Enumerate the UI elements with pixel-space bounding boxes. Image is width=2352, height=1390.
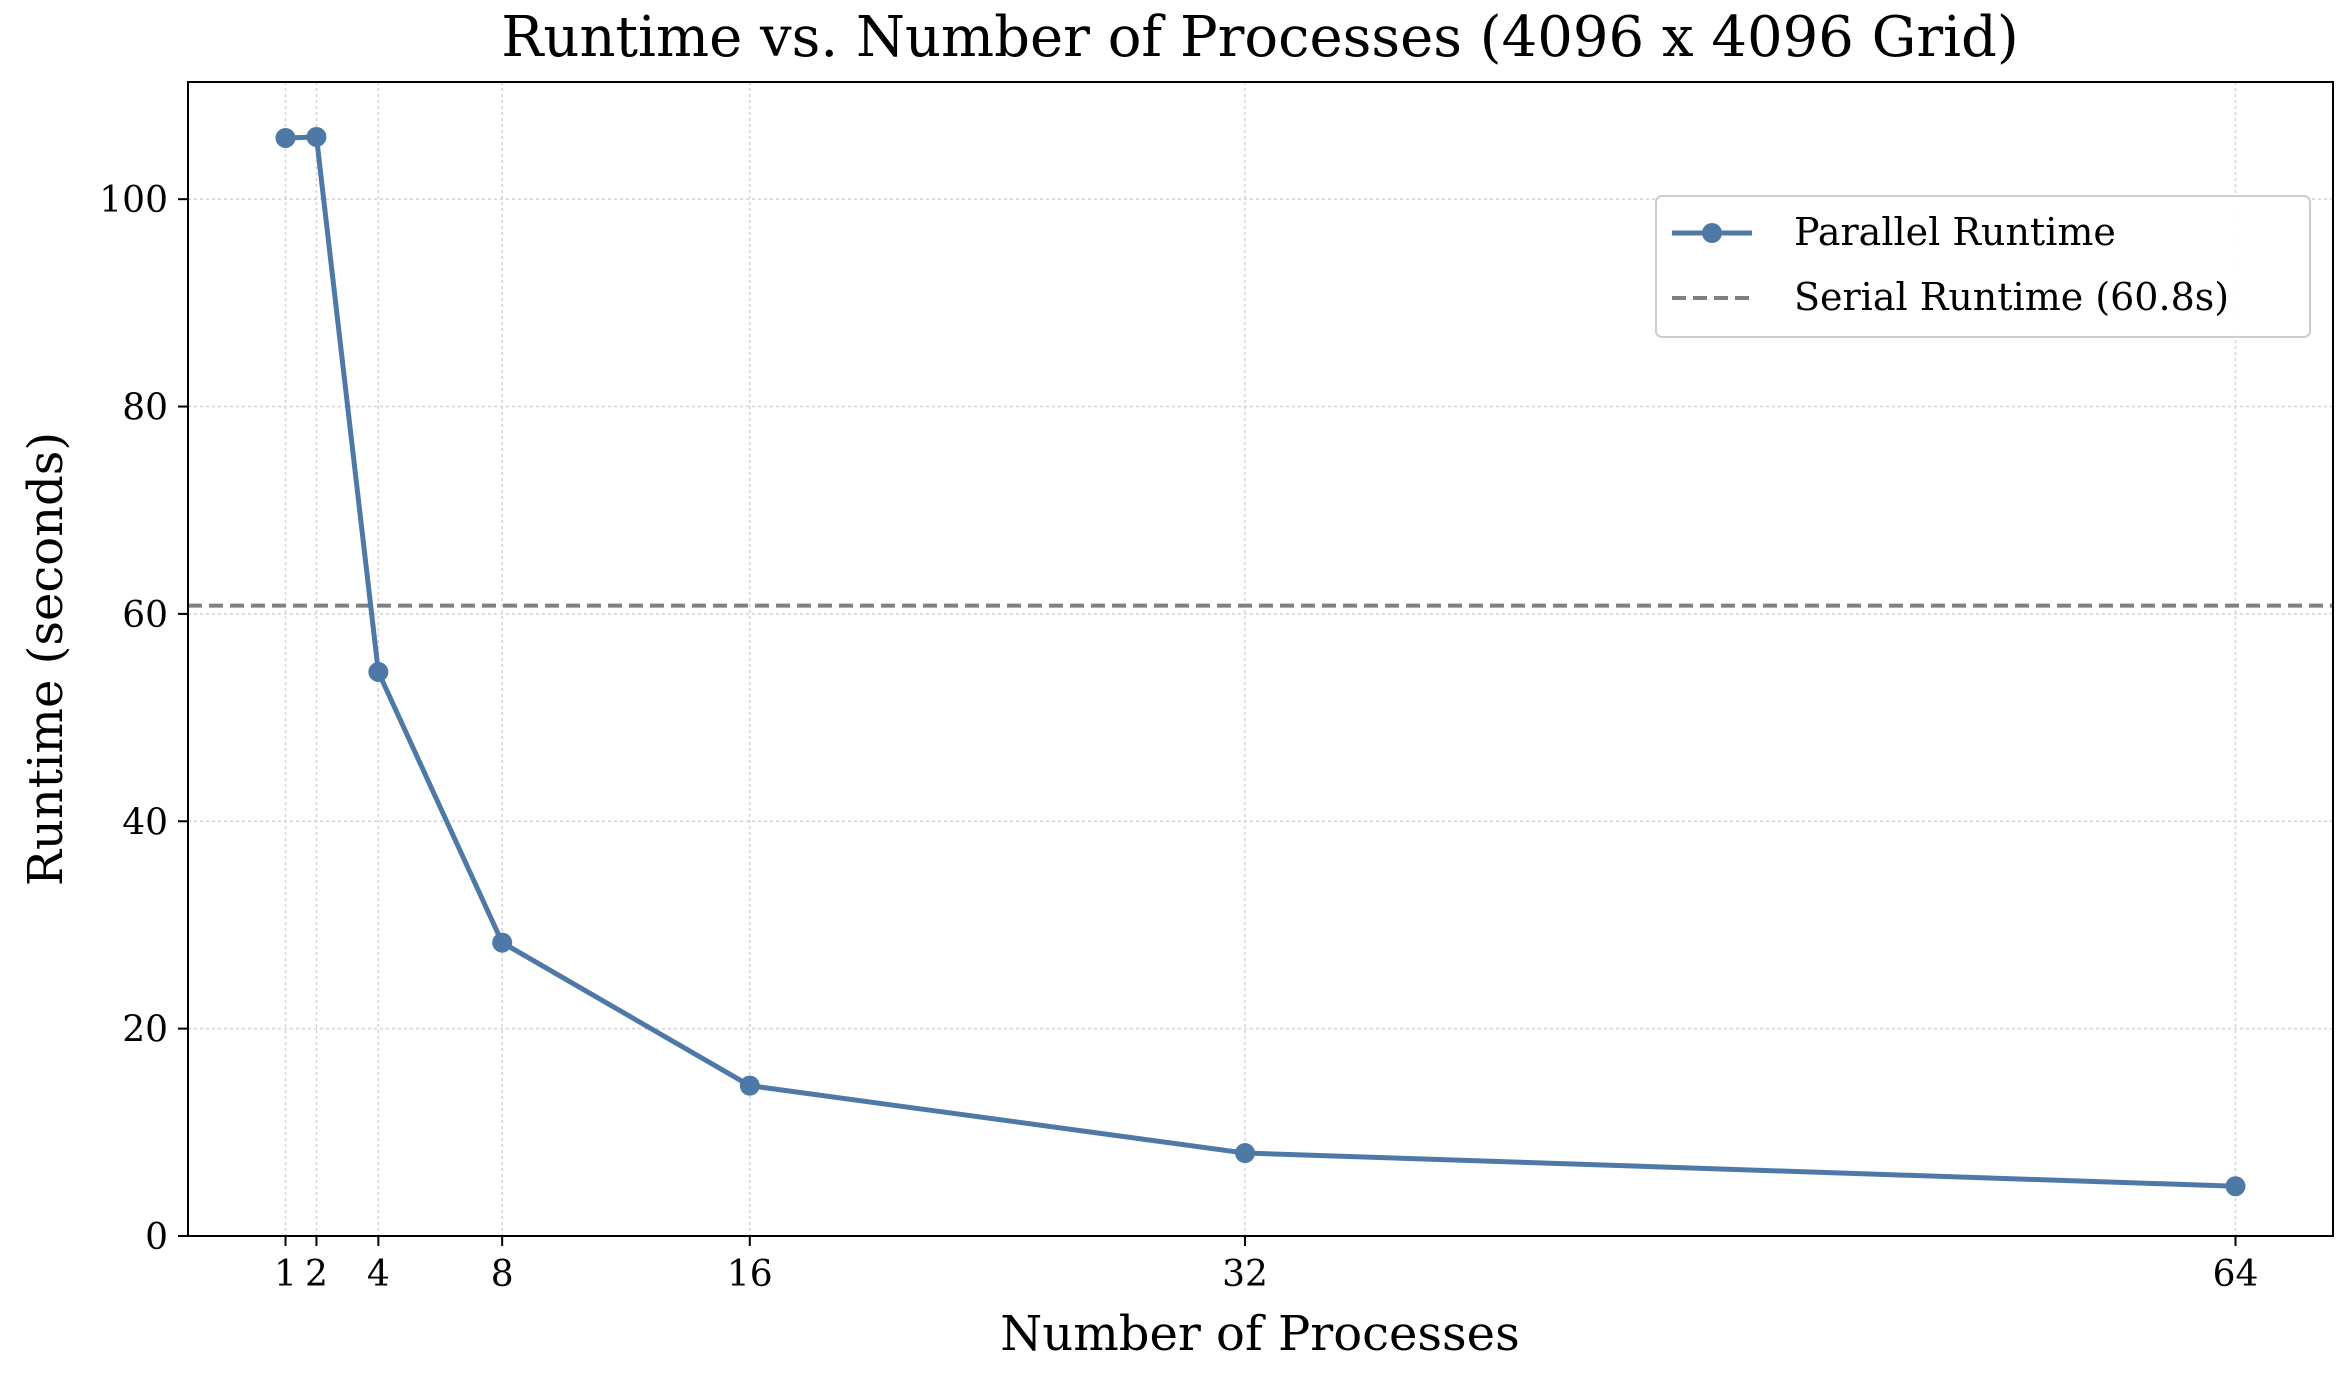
legend-parallel-marker [1702, 223, 1722, 243]
plot-frame [187, 81, 2334, 1237]
y-tick-label: 60 [122, 595, 168, 636]
x-axis-label: Number of Processes [1000, 1306, 1519, 1362]
y-tick-label: 100 [99, 180, 168, 221]
x-tick-label: 4 [367, 1254, 390, 1295]
legend-box [1655, 195, 2311, 338]
parallel-runtime-point [306, 126, 327, 147]
x-tick-label: 64 [2213, 1254, 2259, 1295]
parallel-runtime-point [1235, 1143, 1256, 1164]
legend-parallel-label: Parallel Runtime [1794, 210, 2116, 254]
x-tick-label: 16 [727, 1254, 773, 1295]
parallel-runtime-point [492, 932, 513, 953]
parallel-runtime-point [739, 1075, 760, 1096]
series-layer [275, 126, 2246, 1197]
chart-title: Runtime vs. Number of Processes (4096 x … [501, 5, 2019, 70]
parallel-runtime-point [275, 127, 296, 148]
parallel-runtime-point [2225, 1176, 2246, 1197]
x-tick-label: 32 [1222, 1254, 1268, 1295]
y-tick-label: 80 [122, 388, 168, 429]
legend-serial-label: Serial Runtime (60.8s) [1794, 275, 2229, 319]
y-tick-label: 40 [122, 802, 168, 843]
y-axis-label: Runtime (seconds) [18, 432, 74, 886]
legend: Parallel Runtime Serial Runtime (60.8s) [1655, 195, 2311, 338]
parallel-runtime-point [368, 661, 389, 682]
axis-ticks: 1 2 4 8 16 32 64 0 20 40 60 80 100 [99, 180, 2258, 1295]
x-tick-label: 1 [274, 1254, 297, 1295]
y-tick-label: 0 [145, 1217, 168, 1258]
x-tick-label: 8 [491, 1254, 514, 1295]
y-tick-label: 20 [122, 1010, 168, 1051]
x-tick-label: 2 [305, 1254, 328, 1295]
